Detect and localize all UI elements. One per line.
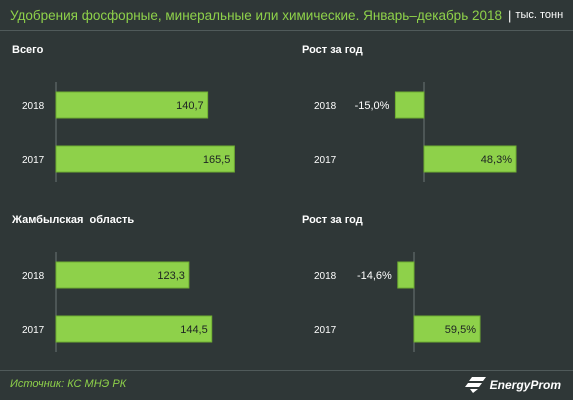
energyprom-logo-icon bbox=[464, 377, 486, 393]
panel-growth-zhambyl: Рост за год 2018 -14,6% 2017 59,5% bbox=[302, 214, 562, 354]
panel-title: Всего bbox=[12, 44, 44, 56]
panel-title: Рост за год bbox=[302, 214, 363, 226]
footer-divider bbox=[0, 370, 573, 371]
panel-total: Всего 2018 140,7 2017 165,5 bbox=[12, 44, 262, 184]
value-label: 48,3% bbox=[481, 154, 512, 166]
bar-2017 bbox=[55, 315, 213, 343]
category-label: 2017 bbox=[22, 325, 45, 336]
unit-label: тыс. тонн bbox=[515, 9, 564, 21]
footer: Источник: КС МНЭ РК EnergyProm bbox=[0, 372, 573, 400]
bar-2018 bbox=[55, 91, 209, 119]
title-separator: | bbox=[508, 7, 512, 23]
source-note: Источник: КС МНЭ РК bbox=[10, 378, 127, 390]
category-label: 2017 bbox=[22, 155, 45, 166]
value-label: 140,7 bbox=[176, 100, 204, 112]
bar-chart-growth-zhambyl: 2018 -14,6% 2017 59,5% bbox=[314, 252, 481, 352]
chart-header: Удобрения фосфорные, минеральные или хим… bbox=[0, 0, 573, 30]
value-label: 59,5% bbox=[445, 324, 476, 336]
category-label: 2018 bbox=[22, 271, 45, 282]
value-label: -14,6% bbox=[357, 270, 392, 282]
chart-title: Удобрения фосфорные, минеральные или хим… bbox=[10, 7, 503, 23]
bar-2018 bbox=[397, 261, 415, 289]
bar-chart-total: 2018 140,7 2017 165,5 bbox=[22, 82, 235, 182]
bar-2018 bbox=[55, 261, 190, 289]
panel-title: Жамбылская область bbox=[12, 214, 135, 226]
bar-2017 bbox=[423, 145, 517, 173]
bar-2017 bbox=[413, 315, 481, 343]
category-label: 2018 bbox=[22, 101, 45, 112]
value-label: 144,5 bbox=[180, 324, 208, 336]
value-label: 123,3 bbox=[157, 270, 185, 282]
logo: EnergyProm bbox=[463, 376, 561, 394]
logo-text: EnergyProm bbox=[489, 378, 561, 392]
category-label: 2018 bbox=[314, 101, 337, 112]
value-label: 165,5 bbox=[203, 154, 231, 166]
panel-zhambyl: Жамбылская область 2018 123,3 2017 144,5 bbox=[12, 214, 262, 354]
panel-title: Рост за год bbox=[302, 44, 363, 56]
category-label: 2018 bbox=[314, 271, 337, 282]
category-label: 2017 bbox=[314, 325, 337, 336]
category-label: 2017 bbox=[314, 155, 337, 166]
bar-chart-zhambyl: 2018 123,3 2017 144,5 bbox=[22, 252, 213, 352]
header-divider bbox=[0, 30, 573, 31]
bar-2017 bbox=[55, 145, 235, 173]
value-label: -15,0% bbox=[355, 100, 390, 112]
panel-growth-total: Рост за год 2018 -15,0% 2017 48,3% bbox=[302, 44, 562, 184]
bar-chart-growth-total: 2018 -15,0% 2017 48,3% bbox=[314, 82, 517, 182]
bar-2018 bbox=[394, 91, 425, 119]
